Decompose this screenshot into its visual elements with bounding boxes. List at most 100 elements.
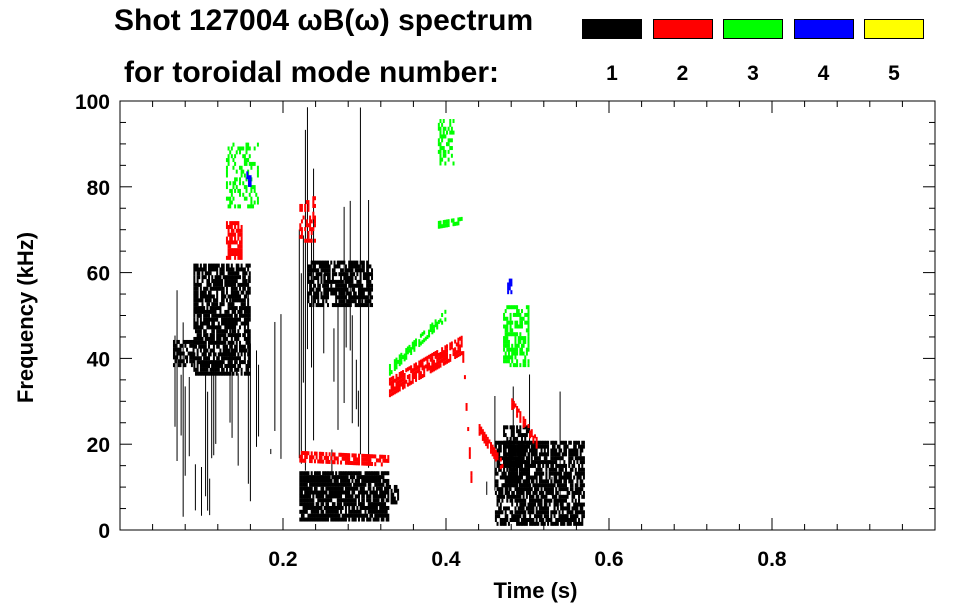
spectral-point (245, 313, 248, 318)
spectral-point (532, 452, 535, 457)
spectral-point (206, 294, 209, 299)
spectral-point (242, 348, 245, 353)
spectral-point (393, 378, 396, 383)
spectral-point (328, 478, 331, 483)
spectral-point (504, 463, 507, 468)
spectral-point (439, 142, 442, 147)
spectral-point (211, 302, 214, 307)
spectral-point (512, 312, 515, 317)
spectral-point (225, 267, 228, 272)
spectral-point (227, 263, 230, 268)
spectral-point (318, 513, 321, 518)
spectral-point (221, 333, 224, 338)
spectral-point (511, 406, 514, 411)
spectral-point (380, 509, 383, 514)
spectral-point (446, 142, 448, 147)
mode-1-region (503, 425, 530, 488)
spectral-point (300, 498, 303, 503)
spectral-point (227, 363, 230, 368)
spectral-point (346, 482, 349, 487)
spectral-point (340, 295, 343, 300)
spectral-point (219, 271, 222, 276)
spectral-point (225, 321, 228, 326)
spectral-point (434, 351, 437, 356)
spectral-point (315, 486, 318, 491)
spectral-point (571, 514, 574, 519)
spectral-point (551, 452, 554, 457)
spectral-point (382, 471, 385, 476)
spectral-point (527, 490, 530, 495)
spectral-point (235, 356, 238, 361)
spectral-point (341, 452, 344, 457)
spectral-point (330, 478, 333, 483)
spectral-point (201, 352, 204, 357)
spectral-point (547, 460, 550, 465)
spectral-point (194, 286, 197, 291)
spectral-point (494, 467, 497, 472)
spectral-point (364, 475, 367, 480)
spectral-point (248, 275, 251, 280)
spectral-point (382, 458, 385, 463)
spectral-point (556, 463, 559, 468)
spectral-point (512, 440, 515, 445)
spectral-point (371, 490, 374, 495)
spectral-point (415, 377, 418, 382)
spectral-point (509, 452, 512, 457)
spectral-point (302, 502, 305, 507)
spectral-point (242, 271, 245, 276)
spectral-point (214, 263, 217, 268)
spectral-point (555, 490, 558, 495)
spectral-point (174, 343, 177, 348)
spectral-point (519, 444, 522, 449)
spectral-point (309, 291, 312, 296)
spectral-point (318, 498, 321, 503)
spectral-point (377, 513, 380, 518)
spectral-point (504, 448, 507, 453)
spectral-point (330, 482, 333, 487)
spectral-point (545, 452, 548, 457)
spectral-point (432, 359, 435, 364)
spectral-point (431, 330, 434, 335)
spectral-point (540, 487, 543, 492)
spectral-point (514, 444, 517, 449)
spectral-point (548, 483, 551, 488)
spectral-point (563, 475, 566, 480)
spectral-point (335, 505, 338, 510)
spectral-point (432, 328, 435, 333)
spectral-point (212, 313, 215, 318)
spectral-point (558, 487, 561, 492)
spectral-point (530, 463, 533, 468)
spectral-point (387, 478, 390, 483)
spectral-point (248, 306, 251, 311)
spectral-point (315, 475, 318, 480)
spectral-point (367, 457, 370, 462)
spectral-point (512, 460, 515, 465)
spectral-point (542, 440, 545, 445)
spectral-point (315, 505, 318, 510)
spectral-point (371, 462, 374, 467)
spectral-point (524, 483, 527, 488)
spectral-point (327, 260, 330, 265)
spectral-point (229, 252, 232, 257)
spectral-point (371, 283, 374, 288)
spectral-point (333, 513, 336, 518)
spectral-point (349, 303, 352, 308)
spectral-point (304, 505, 307, 510)
spectral-point (315, 482, 318, 487)
spectral-point (240, 282, 243, 287)
spectral-point (375, 475, 378, 480)
spectral-point (403, 353, 406, 358)
spectral-point (503, 339, 506, 344)
spectral-point (490, 449, 493, 454)
spectral-point (331, 452, 334, 457)
spectral-point (219, 340, 222, 345)
spectral-point (525, 429, 528, 434)
spectral-point (302, 471, 305, 476)
spectral-point (367, 461, 370, 466)
spectral-point (369, 478, 372, 483)
spectral-point (403, 372, 406, 377)
spectral-point (540, 448, 543, 453)
spectral-point (208, 263, 211, 268)
spectral-point (524, 521, 527, 526)
